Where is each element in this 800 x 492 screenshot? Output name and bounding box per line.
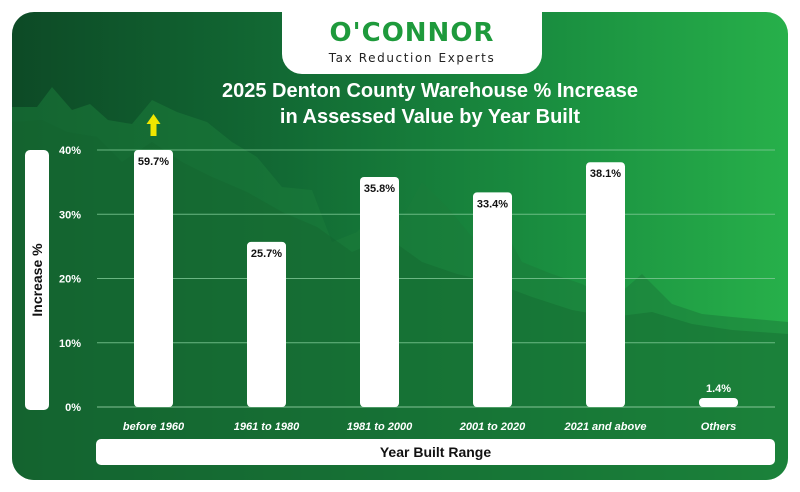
y-tick-label: 40% — [59, 145, 81, 157]
x-tick-label: before 1960 — [123, 421, 185, 433]
chart-title-line-1: 2025 Denton County Warehouse % Increase — [221, 80, 639, 102]
chart-title-line-2: in Assessed Value by Year Built — [279, 106, 581, 128]
data-label: 35.8% — [364, 183, 395, 195]
x-tick-label: 2021 and above — [564, 421, 647, 433]
y-tick-label: 20% — [59, 274, 81, 286]
y-tick-label: 10% — [59, 338, 81, 350]
bar — [134, 150, 173, 407]
bar — [699, 398, 738, 408]
data-label: 59.7% — [138, 156, 169, 168]
brand-tagline: Tax Reduction Experts — [328, 51, 496, 65]
brand-logo-wordmark: O'CONNOR — [329, 18, 495, 48]
x-tick-label: 1981 to 2000 — [347, 421, 413, 433]
x-axis-label: Year Built Range — [96, 439, 775, 465]
data-label: 25.7% — [251, 248, 282, 260]
bar — [247, 241, 286, 407]
y-axis-label-pill — [25, 150, 49, 410]
bar — [360, 176, 399, 407]
bar — [586, 162, 625, 407]
overflow-up-arrow-icon — [146, 114, 161, 136]
bar — [473, 192, 512, 407]
y-tick-label: 0% — [65, 402, 81, 414]
x-tick-label: Others — [701, 421, 736, 433]
x-tick-label: 2001 to 2020 — [459, 421, 526, 433]
brand-logo-tab: O'CONNOR Tax Reduction Experts — [282, 12, 542, 74]
x-tick-label: 1961 to 1980 — [234, 421, 300, 433]
data-label: 1.4% — [706, 383, 731, 395]
data-label: 33.4% — [477, 198, 508, 210]
data-label: 38.1% — [590, 168, 621, 180]
y-tick-label: 30% — [59, 209, 81, 221]
